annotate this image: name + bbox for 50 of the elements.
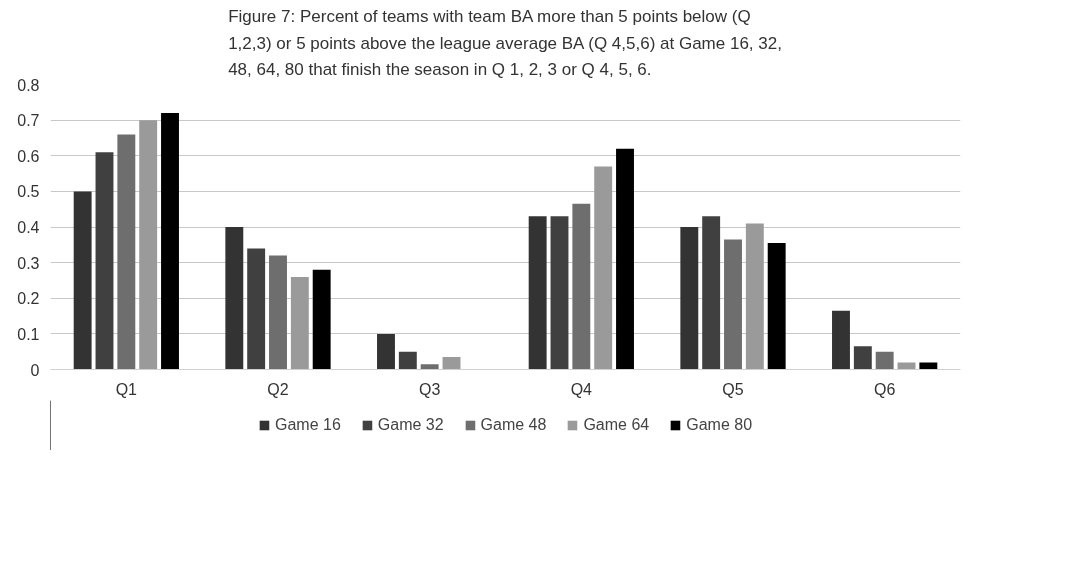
bar bbox=[572, 203, 591, 370]
y-tick-label: 0 bbox=[30, 361, 40, 379]
bar bbox=[594, 166, 613, 370]
bar bbox=[767, 243, 786, 370]
legend-label: Game 64 bbox=[583, 416, 650, 434]
y-tick-label: 0.1 bbox=[17, 325, 40, 343]
y-tick-label: 0.8 bbox=[17, 76, 40, 94]
y-tick-label: 0.3 bbox=[17, 254, 40, 272]
y-tick-label: 0.5 bbox=[17, 183, 40, 201]
y-tick-label: 0.2 bbox=[17, 290, 40, 308]
legend-label: Game 32 bbox=[377, 416, 444, 434]
bar bbox=[139, 120, 158, 370]
x-tick-label: Q1 bbox=[115, 380, 138, 398]
bar bbox=[680, 227, 699, 370]
bar bbox=[442, 357, 461, 370]
bar bbox=[528, 216, 547, 370]
legend-label: Game 80 bbox=[686, 416, 753, 434]
bar bbox=[724, 239, 742, 370]
chart-title: Figure 7: Percent of teams with team BA more than 5 points below (Q 1,2,3) or 5 points above the league average BA (Q 4,5,6) at Game 16, 32, 48, 64, 80 that finish the season in Q 1, 2, 3 or Q 4, 5, 6. bbox=[228, 7, 782, 80]
y-tick-label: 0.4 bbox=[17, 219, 40, 236]
x-tick-label: Q2 bbox=[267, 380, 289, 398]
bar bbox=[117, 134, 136, 370]
x-tick-label: Q5 bbox=[722, 380, 744, 398]
x-tick-label: Q6 bbox=[873, 380, 896, 398]
bar bbox=[919, 362, 938, 370]
bar bbox=[702, 216, 721, 370]
bar bbox=[247, 248, 266, 370]
bar bbox=[832, 310, 850, 370]
bar bbox=[290, 276, 309, 370]
bar bbox=[312, 269, 331, 370]
bar bbox=[398, 351, 417, 370]
legend-label: Game 16 bbox=[274, 416, 341, 434]
bar bbox=[95, 152, 114, 370]
bar bbox=[420, 364, 439, 370]
x-tick-label: Q4 bbox=[570, 380, 593, 398]
bar bbox=[161, 113, 179, 370]
bar bbox=[225, 227, 244, 370]
y-tick-label: 0.7 bbox=[17, 112, 40, 130]
bar bbox=[897, 362, 916, 370]
bar bbox=[269, 255, 287, 370]
bar bbox=[745, 223, 764, 370]
bar bbox=[853, 346, 872, 370]
y-tick-label: 0.6 bbox=[17, 147, 40, 165]
legend-label: Game 48 bbox=[480, 416, 547, 434]
bar bbox=[875, 351, 894, 370]
bar bbox=[73, 191, 92, 370]
x-tick-label: Q3 bbox=[418, 380, 441, 398]
bar bbox=[616, 148, 634, 370]
bar bbox=[377, 333, 395, 370]
bar bbox=[550, 216, 569, 370]
